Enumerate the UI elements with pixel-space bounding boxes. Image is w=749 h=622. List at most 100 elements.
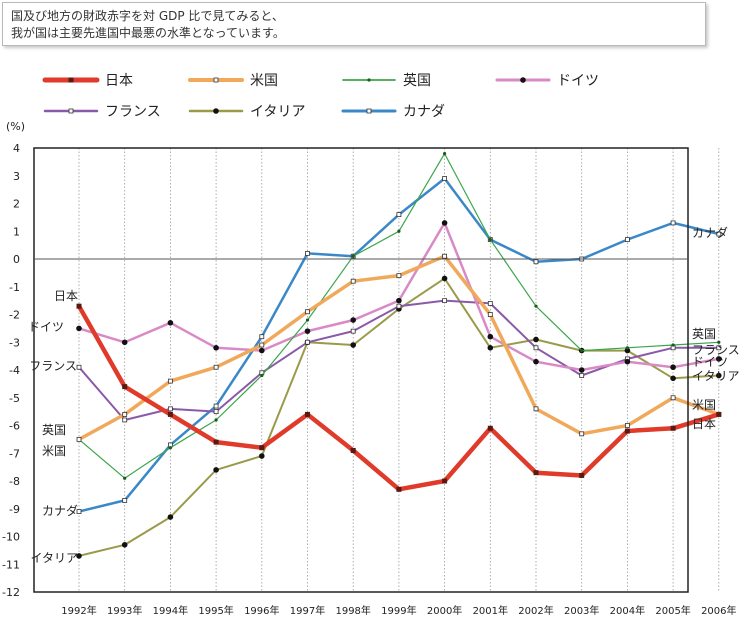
legend-marker (213, 108, 219, 114)
data-point (442, 478, 448, 484)
data-point (716, 231, 722, 237)
end-label-カナダ: カナダ (692, 225, 728, 240)
legend-label: 日本 (105, 73, 133, 89)
data-point (624, 428, 630, 434)
start-label-日本: 日本 (54, 289, 78, 303)
legend-label: イタリア (250, 104, 305, 120)
data-point (487, 333, 494, 340)
data-point (213, 403, 219, 409)
legend-marker (213, 77, 219, 83)
data-point (396, 297, 402, 304)
data-point (716, 356, 722, 362)
x-tick-label: 1996年 (244, 604, 279, 617)
data-point (717, 340, 721, 344)
data-point (396, 212, 402, 218)
data-point (305, 251, 310, 256)
x-tick-label: 1993年 (107, 604, 142, 617)
y-axis-unit-label: (%) (6, 120, 25, 133)
data-point (167, 320, 174, 326)
legend-item-日本: 日本 (42, 73, 133, 89)
data-point (625, 237, 630, 242)
data-point (396, 273, 402, 279)
data-point (578, 367, 585, 373)
y-tick-label: -7 (9, 447, 20, 460)
data-point (442, 298, 448, 304)
data-point (123, 476, 127, 480)
data-point (305, 309, 310, 315)
legend-label: 米国 (250, 73, 278, 89)
y-tick-label: 3 (13, 170, 20, 183)
data-point (214, 418, 218, 422)
data-point (580, 348, 584, 353)
data-point (167, 411, 173, 417)
x-tick-label: 2006年 (701, 604, 736, 617)
data-point (533, 406, 539, 412)
data-point (305, 318, 310, 322)
data-point (76, 509, 82, 514)
x-tick-label: 1998年 (335, 604, 370, 617)
x-tick-label: 1994年 (153, 604, 188, 617)
data-point (213, 467, 219, 473)
data-point (396, 486, 402, 492)
series-日本 (76, 303, 722, 492)
data-point (213, 439, 219, 445)
data-point (487, 312, 493, 317)
data-point (122, 498, 128, 503)
x-tick-label: 1995年 (198, 604, 233, 617)
data-point (579, 431, 585, 437)
x-tick-label: 2001年 (473, 604, 508, 617)
y-tick-label: 2 (13, 198, 20, 211)
x-tick-label: 1992年 (61, 604, 96, 617)
y-tick-label: 4 (13, 142, 20, 155)
data-point (442, 253, 448, 259)
chart-axes: 4 3 2 1 0 -1 -2 -3 -4 -5 -6 -7 -8 -9 -10 -11 -12 1992年 199… (2, 142, 736, 617)
data-point (716, 411, 722, 417)
caption-line-1: 国及び地方の財政赤字を対 GDP 比で見てみると、 (11, 9, 284, 23)
y-tick-label: -10 (2, 531, 20, 544)
y-tick-label: -6 (9, 420, 20, 433)
data-point (167, 406, 173, 412)
legend-label: 英国 (403, 72, 431, 89)
caption-box: 国及び地方の財政赤字を対 GDP 比で見てみると、 我が国は主要先進国中最悪の水… (2, 2, 706, 46)
y-tick-label: -11 (2, 558, 20, 571)
legend-label: カナダ (403, 104, 445, 120)
legend-marker (366, 108, 372, 114)
legend-label: フランス (105, 104, 161, 120)
data-point (671, 343, 675, 347)
data-point (122, 384, 128, 390)
end-label-ドイツ: ドイツ (692, 355, 728, 369)
data-point (441, 275, 448, 282)
y-tick-label: -9 (9, 503, 20, 516)
data-point (441, 220, 448, 226)
data-point (487, 300, 493, 306)
data-point (76, 325, 82, 332)
data-point (579, 472, 585, 478)
start-label-英国: 英国 (42, 423, 66, 437)
data-point (259, 445, 265, 451)
data-point (350, 342, 357, 348)
data-point (533, 358, 539, 365)
data-point (76, 364, 82, 370)
start-label-カナダ: カナダ (42, 503, 78, 518)
data-point (487, 345, 494, 351)
legend-item-英国: 英国 (342, 72, 431, 89)
legend-marker (367, 78, 371, 82)
data-point (167, 378, 173, 384)
data-point (716, 372, 722, 379)
legend-marker (68, 108, 74, 114)
y-tick-label: -4 (9, 364, 20, 377)
series-米国 (76, 253, 722, 442)
data-point (260, 373, 264, 378)
legend-item-イタリア: イタリア (188, 104, 305, 120)
data-point (121, 339, 128, 346)
data-point (122, 417, 128, 423)
start-label-フランス: フランス (29, 359, 77, 373)
data-point (213, 345, 219, 351)
legend-item-米国: 米国 (188, 73, 278, 89)
y-tick-label: 1 (13, 225, 20, 238)
x-tick-label: 2000年 (427, 604, 462, 617)
data-point (579, 373, 585, 378)
series-line-英国 (78, 153, 720, 479)
